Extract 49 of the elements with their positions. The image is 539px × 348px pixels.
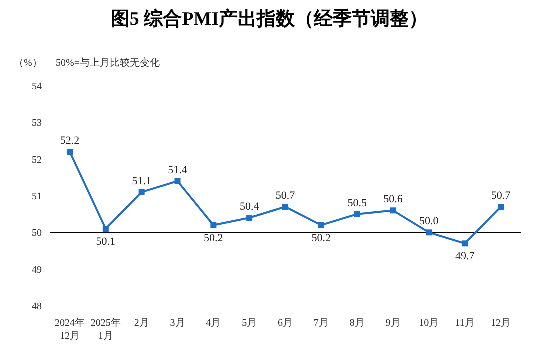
data-label: 51.4 — [168, 164, 188, 176]
point — [102, 226, 109, 232]
text: 50%=与上月比较无变化 — [56, 56, 160, 70]
point — [390, 208, 396, 214]
data-label: 52.2 — [60, 135, 80, 147]
data-label: 49.7 — [455, 250, 476, 263]
y-tick-label: 51 — [32, 192, 42, 203]
x-tick-label: 4月 — [206, 318, 222, 329]
x-tick-label: 2025年 1月 — [90, 317, 121, 342]
data-label: 50.0 — [420, 216, 440, 228]
point — [246, 215, 253, 221]
x-tick-label: 11月 — [455, 318, 475, 329]
x-tick-label: 10月 — [419, 318, 440, 329]
x-tick-label: 8月 — [350, 318, 365, 329]
y-tick-label: 50 — [32, 228, 42, 240]
data-label: 50.2 — [204, 232, 224, 244]
data-label: 50.6 — [384, 194, 404, 206]
y-tick-label: 54 — [32, 82, 42, 93]
data-label: 50.7 — [491, 190, 512, 202]
x-tick-label: 2024年 12月 — [55, 317, 85, 342]
x-tick-label: 6月 — [278, 318, 293, 329]
chart-title: 图5 综合PMI产出指数（经季节调整） — [110, 8, 430, 32]
point — [498, 204, 504, 210]
x-tick-label: 2月 — [134, 318, 150, 329]
y-tick-label: 53 — [32, 118, 42, 130]
y-tick-label: 48 — [32, 302, 42, 313]
y-axis-title: （%） — [14, 57, 42, 70]
y-tick-label: 49 — [32, 264, 42, 276]
point — [210, 222, 217, 228]
point — [174, 178, 181, 184]
point — [354, 211, 360, 218]
point — [462, 240, 468, 247]
point — [67, 149, 73, 155]
x-tick-label: 5月 — [242, 318, 258, 329]
x-tick-label: 7月 — [314, 318, 329, 329]
data-label: 51.1 — [132, 175, 152, 188]
y-tick-label: 52 — [32, 154, 42, 166]
point — [138, 189, 145, 196]
point — [318, 222, 324, 228]
x-tick-label: 12月 — [491, 318, 511, 329]
x-tick-label: 3月 — [170, 318, 186, 329]
data-label: 50.7 — [276, 190, 296, 202]
data-label: 50.2 — [312, 232, 332, 244]
data-label: 50.1 — [96, 236, 116, 248]
data-label: 50.4 — [240, 201, 260, 213]
point — [426, 230, 432, 236]
x-tick-label: 9月 — [386, 318, 401, 329]
data-label: 50.5 — [348, 197, 368, 210]
point — [282, 204, 288, 210]
